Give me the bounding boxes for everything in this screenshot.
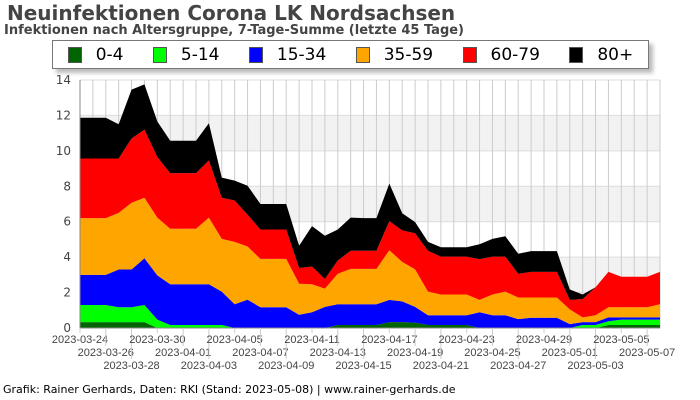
x-tick-label: 2023-03-26 [78,347,134,359]
legend-item: 80+ [569,45,633,65]
legend-item: 15-34 [248,44,327,65]
x-tick-label: 2023-05-01 [542,347,598,359]
x-tick-label: 2023-04-27 [490,360,546,372]
legend-label: 15-34 [276,44,327,65]
area-series-0-4 [80,322,660,328]
legend-swatch [67,46,82,63]
x-tick-label: 2023-03-30 [129,334,185,346]
x-tick-label: 2023-03-24 [52,334,108,346]
legend-swatch [462,46,477,63]
x-tick-label: 2023-04-03 [181,360,237,372]
x-tick-label: 2023-05-07 [619,347,675,359]
legend-swatch [248,46,263,63]
chart-subtitle: Infektionen nach Altersgruppe, 7-Tage-Su… [4,23,465,38]
x-tick-label: 2023-04-15 [335,360,391,372]
legend-swatch [152,46,167,63]
y-tick-label: 12 [56,108,71,122]
y-tick-label: 6 [63,215,71,229]
x-tick-label: 2023-04-25 [464,347,520,359]
y-tick-label: 0 [63,321,71,335]
x-tick-label: 2023-05-05 [593,334,649,346]
legend-item: 35-59 [355,44,434,65]
y-tick-label: 4 [63,250,71,264]
legend-item: 60-79 [462,44,540,65]
legend-item: 5-14 [152,44,220,65]
x-tick-label: 2023-04-07 [232,347,288,359]
y-tick-label: 10 [56,144,71,158]
legend-label: 5-14 [180,44,220,65]
area-series-60-79 [80,129,660,318]
legend-label: 0-4 [95,44,124,65]
legend-label: 35-59 [383,44,434,65]
area-series-35-59 [80,197,660,325]
x-tick-label: 2023-04-01 [155,347,211,359]
legend-swatch [355,46,370,63]
x-tick-label: 2023-04-09 [258,360,314,372]
x-tick-label: 2023-04-19 [387,347,443,359]
area-series-5-14 [80,304,660,328]
y-tick-label: 2 [63,286,71,300]
x-tick-label: 2023-04-11 [284,334,339,346]
x-tick-label: 2023-04-13 [310,347,366,359]
chart-title: Neuinfektionen Corona LK Nordsachsen [7,1,456,25]
legend-item: 0-4 [67,44,124,65]
x-tick-label: 2023-04-17 [361,334,417,346]
legend: 0-4 5-14 15-34 35-59 60-79 80+ [52,40,649,69]
area-series-15-34 [80,258,660,328]
area-series-80+ [80,84,660,300]
x-tick-label: 2023-04-05 [207,334,263,346]
x-tick-label: 2023-04-29 [516,334,572,346]
legend-swatch [569,46,584,63]
x-tick-label: 2023-05-03 [567,360,623,372]
x-tick-label: 2023-04-23 [439,334,495,346]
y-tick-label: 8 [63,179,71,193]
y-tick-label: 14 [56,73,71,87]
legend-label: 60-79 [490,44,540,65]
x-tick-label: 2023-04-21 [413,360,469,372]
legend-label: 80+ [597,44,634,65]
footer-credit: Grafik: Rainer Gerhards, Daten: RKI (Sta… [3,383,456,396]
x-tick-label: 2023-03-28 [103,360,159,372]
